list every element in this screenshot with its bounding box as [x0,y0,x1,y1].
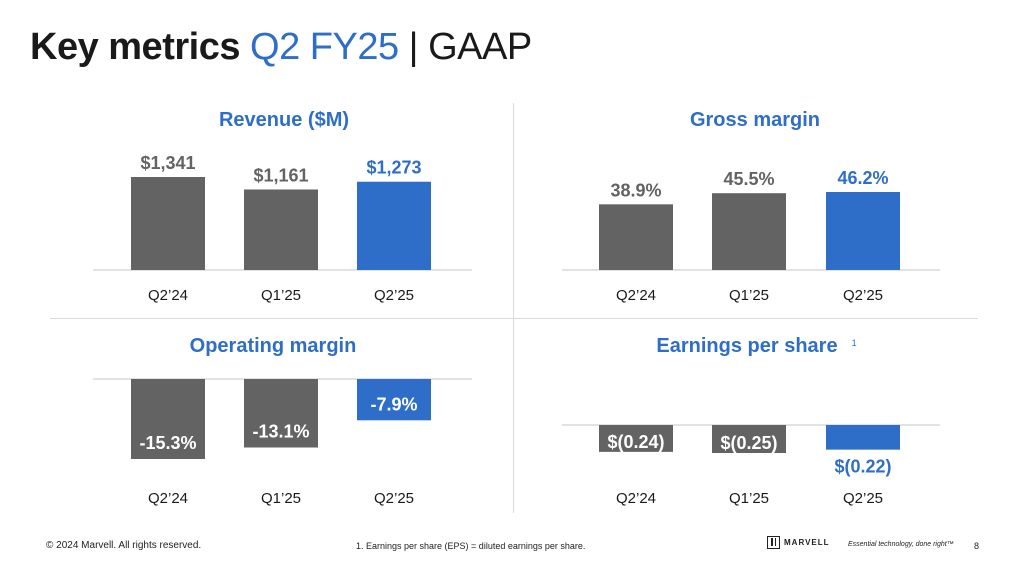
eps-title-footnote: 1 [852,338,857,348]
operating-margin-category-label: Q2’24 [148,490,188,507]
operating-margin-category-label: Q1’25 [261,490,301,507]
tagline-text: Essential technology, done right™ [848,541,954,548]
gross-margin-chart-title: Gross margin [690,109,820,131]
eps-chart-title: Earnings per share [656,335,837,357]
gross-margin-value-label: 38.9% [610,180,661,200]
revenue-bar [357,181,431,270]
revenue-bar [131,177,205,270]
revenue-category-label: Q2’25 [374,287,414,304]
eps-value-label: $(0.25) [720,433,777,453]
eps-bar [599,425,673,452]
gross-margin-category-label: Q1’25 [729,287,769,304]
revenue-chart-title: Revenue ($M) [219,109,349,131]
page-number: 8 [974,541,980,551]
horizontal-divider [50,318,978,319]
revenue-value-label: $1,161 [253,165,308,185]
gross-margin-bar [826,192,900,270]
revenue-category-label: Q2’24 [148,287,188,304]
vertical-divider [513,103,514,513]
eps-category-label: Q2’24 [616,490,656,507]
gross-margin-category-label: Q2’24 [616,287,656,304]
revenue-category-label: Q1’25 [261,287,301,304]
eps-value-label: $(0.22) [834,457,891,477]
footnote-text: 1. Earnings per share (EPS) = diluted ea… [356,541,586,551]
operating-margin-value-label: -15.3% [139,433,196,453]
marvell-logo-icon [767,536,780,549]
revenue-value-label: $1,341 [140,153,195,173]
eps-category-label: Q2’25 [843,490,883,507]
gross-margin-bar [712,193,786,270]
revenue-value-label: $1,273 [366,158,421,178]
page-title: Key metrics Q2 FY25 | GAAP [30,26,532,69]
eps-category-label: Q1’25 [729,490,769,507]
operating-margin-bar [357,379,431,421]
gross-margin-category-label: Q2’25 [843,287,883,304]
gross-margin-value-label: 45.5% [723,169,774,189]
eps-bar [826,425,900,450]
gross-margin-bar [599,204,673,270]
title-main: Key metrics [30,26,240,68]
operating-margin-bar [131,379,205,459]
eps-value-label: $(0.24) [607,432,664,452]
operating-margin-bar [244,379,318,448]
title-highlight: Q2 FY25 [250,26,399,68]
operating-margin-value-label: -7.9% [370,394,417,414]
eps-bar [712,425,786,453]
title-rest: | GAAP [408,26,533,68]
operating-margin-chart-title: Operating margin [190,335,357,357]
operating-margin-value-label: -13.1% [252,421,309,441]
copyright-text: © 2024 Marvell. All rights reserved. [46,540,202,551]
operating-margin-category-label: Q2’25 [374,490,414,507]
marvell-logo-text: MARVELL [784,538,830,547]
gross-margin-value-label: 46.2% [837,168,888,188]
marvell-logo: MARVELL [767,536,830,549]
revenue-bar [244,189,318,270]
